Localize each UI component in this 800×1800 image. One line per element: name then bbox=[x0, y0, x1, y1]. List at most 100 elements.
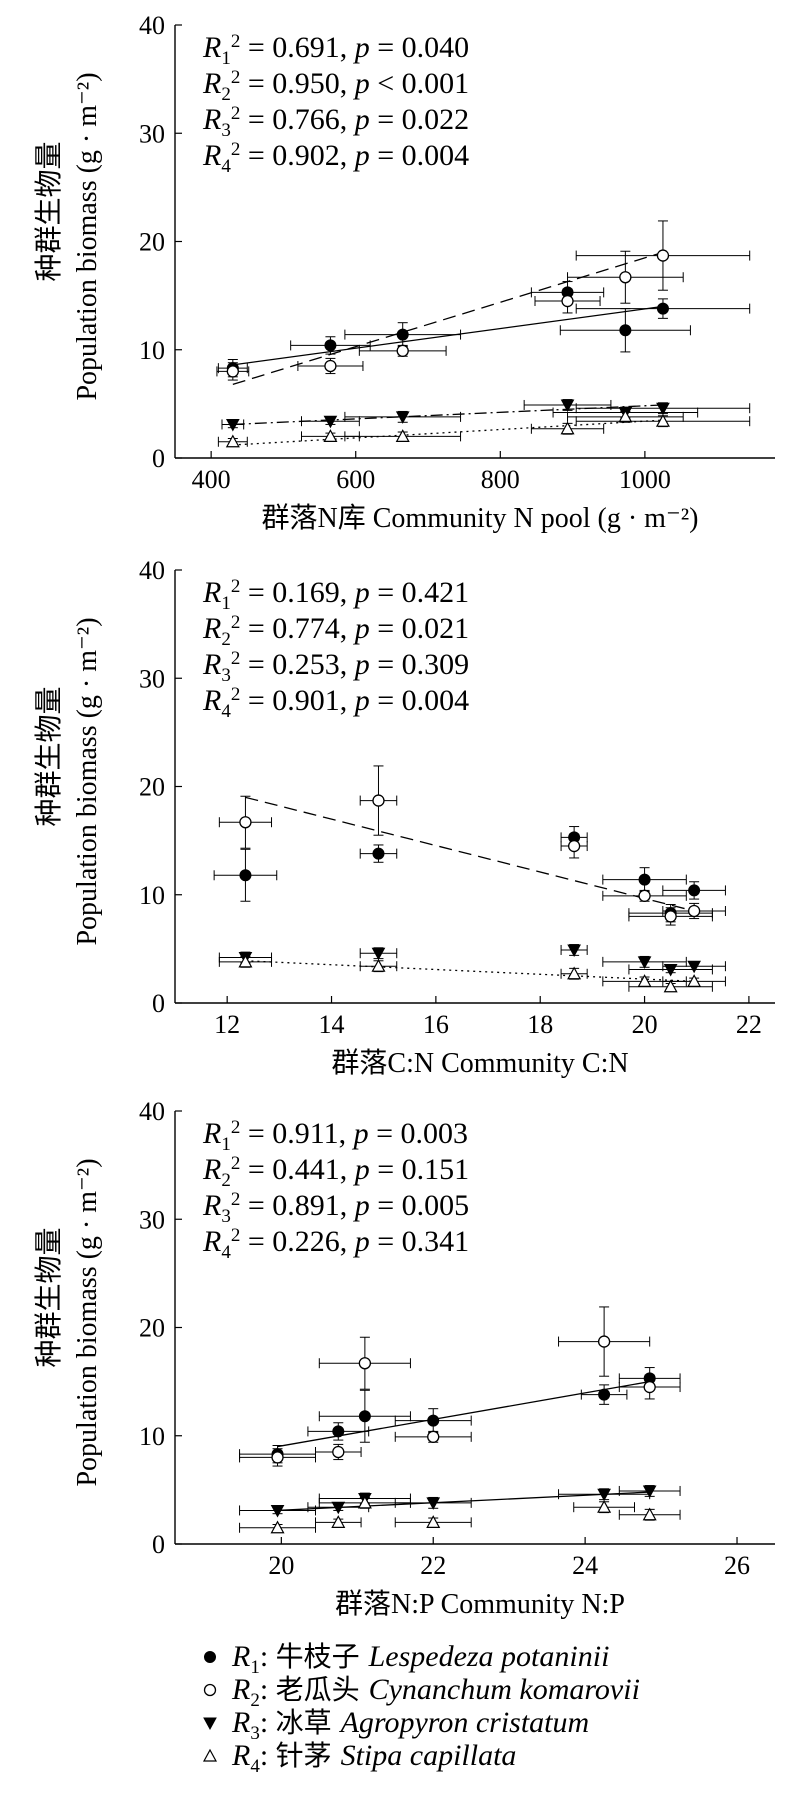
y-axis-label-en: Population biomass (g · m⁻²) bbox=[72, 617, 103, 945]
y-tick-label: 0 bbox=[152, 989, 165, 1018]
point-R4 bbox=[663, 979, 678, 993]
point-R3 bbox=[642, 1485, 657, 1499]
point-R2 bbox=[324, 359, 337, 373]
point-R3 bbox=[225, 418, 240, 432]
legend-marker bbox=[203, 1717, 217, 1731]
x-tick-label: 20 bbox=[632, 1010, 658, 1039]
point-R3 bbox=[560, 399, 575, 413]
legend-entry: R2: 老瓜头 Cynanchum komarovii bbox=[203, 1673, 640, 1711]
x-axis-label: 群落C:N Community C:N bbox=[331, 1047, 628, 1079]
y-axis-label-en: Population biomass (g · m⁻²) bbox=[72, 1158, 103, 1486]
point-R1 bbox=[239, 869, 252, 882]
point-R2 bbox=[597, 1335, 611, 1348]
point-R4 bbox=[426, 1515, 441, 1528]
stat-line: R42 = 0.901, p = 0.004 bbox=[202, 684, 469, 722]
point-R1 bbox=[638, 873, 651, 886]
point-R1 bbox=[688, 884, 701, 897]
stat-line: R22 = 0.950, p < 0.001 bbox=[202, 67, 469, 105]
point-R3 bbox=[663, 963, 678, 977]
stat-line: R22 = 0.441, p = 0.151 bbox=[202, 1153, 469, 1191]
fit-line-R1 bbox=[232, 305, 664, 366]
legend-label: R3: 冰草 Agropyron cristatum bbox=[231, 1706, 589, 1744]
point-R2 bbox=[427, 1430, 440, 1443]
y-tick-label: 20 bbox=[139, 228, 165, 257]
y-tick-label: 0 bbox=[152, 1530, 165, 1559]
point-R1 bbox=[372, 847, 385, 860]
point-R4 bbox=[687, 974, 702, 987]
series-R4 bbox=[217, 409, 751, 448]
point-R4 bbox=[395, 429, 410, 442]
y-tick-label: 30 bbox=[139, 1205, 165, 1234]
x-tick-label: 400 bbox=[192, 465, 231, 494]
series-R1 bbox=[213, 826, 726, 923]
point-R4 bbox=[567, 966, 582, 980]
point-R2 bbox=[619, 271, 632, 284]
point-R1 bbox=[358, 1410, 371, 1423]
point-R4 bbox=[270, 1520, 285, 1534]
x-tick-label: 1000 bbox=[619, 465, 671, 494]
stat-line: R32 = 0.253, p = 0.309 bbox=[202, 648, 469, 686]
point-R2 bbox=[271, 1451, 284, 1464]
point-R2 bbox=[656, 249, 670, 262]
point-R3 bbox=[270, 1504, 285, 1518]
x-tick-label: 600 bbox=[336, 465, 375, 494]
series-R4 bbox=[218, 954, 726, 993]
stat-line: R42 = 0.902, p = 0.004 bbox=[202, 139, 469, 177]
point-R4 bbox=[560, 421, 575, 435]
point-R4 bbox=[331, 1515, 346, 1528]
point-R3 bbox=[637, 956, 652, 969]
x-tick-label: 12 bbox=[214, 1010, 240, 1039]
fit-line-R4 bbox=[245, 960, 695, 982]
legend-entry: R3: 冰草 Agropyron cristatum bbox=[203, 1706, 589, 1744]
point-R1 bbox=[656, 302, 669, 315]
point-R4 bbox=[238, 954, 253, 968]
point-R2 bbox=[372, 794, 385, 807]
fit-line-R2 bbox=[245, 796, 695, 912]
series-R3 bbox=[218, 944, 726, 977]
point-R4 bbox=[597, 1499, 612, 1513]
x-tick-label: 24 bbox=[572, 1551, 598, 1580]
panel-c-n: 0 10 20 30 40 12 14 16 18 20 22 群落C:N Community C:N… bbox=[32, 556, 775, 1079]
point-R4 bbox=[618, 409, 633, 423]
panel-n-pool: 0 10 20 30 40 400 600 800 1000 群落N库 Community N p… bbox=[32, 11, 775, 534]
panel-n-p: 0 10 20 30 40 20 22 24 26 群落N:P Community N:P 种群生物… bbox=[32, 1097, 775, 1620]
point-R4 bbox=[225, 434, 240, 448]
point-R1 bbox=[598, 1388, 611, 1401]
stat-line: R42 = 0.226, p = 0.341 bbox=[202, 1225, 469, 1263]
point-R2 bbox=[687, 904, 701, 918]
x-tick-label: 16 bbox=[423, 1010, 449, 1039]
point-R3 bbox=[331, 1501, 346, 1515]
x-tick-label: 800 bbox=[481, 465, 520, 494]
x-tick-label: 18 bbox=[527, 1010, 553, 1039]
y-tick-label: 10 bbox=[139, 1422, 165, 1451]
y-tick-label: 30 bbox=[139, 664, 165, 693]
x-tick-label: 22 bbox=[420, 1551, 446, 1580]
y-axis-label-zh: 种群生物量 bbox=[32, 1227, 65, 1367]
y-axis-label-en: Population biomass (g · m⁻²) bbox=[72, 72, 103, 400]
x-tick-label: 20 bbox=[268, 1551, 294, 1580]
point-R3 bbox=[426, 1497, 441, 1510]
stat-line: R12 = 0.911, p = 0.003 bbox=[202, 1117, 468, 1155]
point-R4 bbox=[323, 429, 338, 442]
x-tick-label: 22 bbox=[736, 1010, 762, 1039]
point-R2 bbox=[664, 910, 677, 923]
x-axis-label: 群落N:P Community N:P bbox=[335, 1588, 625, 1620]
stat-line: R22 = 0.774, p = 0.021 bbox=[202, 612, 469, 650]
series-R3 bbox=[239, 1485, 681, 1518]
series-R2 bbox=[239, 1306, 681, 1467]
point-R3 bbox=[656, 402, 670, 416]
fit-line-R4 bbox=[232, 419, 663, 446]
fit-line-R2 bbox=[232, 251, 664, 386]
point-R4 bbox=[642, 1507, 657, 1521]
point-R2 bbox=[239, 816, 252, 829]
legend-marker bbox=[202, 1748, 218, 1762]
x-tick-label: 26 bbox=[724, 1551, 750, 1580]
stat-line: R32 = 0.891, p = 0.005 bbox=[202, 1189, 469, 1227]
point-R3 bbox=[687, 960, 701, 974]
stat-line: R12 = 0.691, p = 0.040 bbox=[202, 31, 469, 69]
point-R1 bbox=[324, 339, 337, 352]
point-R4 bbox=[371, 958, 386, 972]
point-R4 bbox=[357, 1495, 372, 1509]
y-tick-label: 10 bbox=[139, 881, 165, 910]
